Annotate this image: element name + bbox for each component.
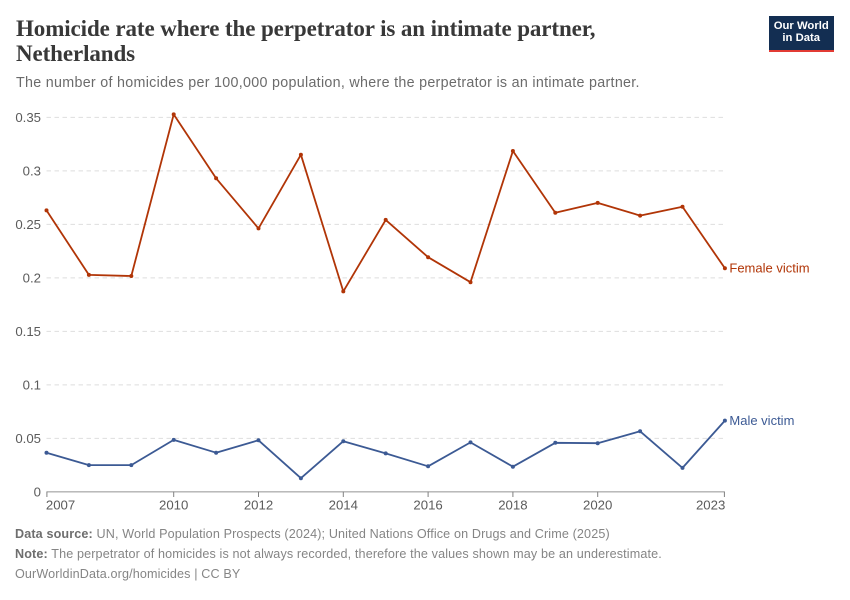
svg-text:2014: 2014 [329,498,358,513]
svg-text:0.15: 0.15 [15,324,41,339]
svg-text:2016: 2016 [413,498,442,513]
svg-text:2020: 2020 [583,498,612,513]
svg-text:0.1: 0.1 [23,378,41,393]
svg-text:0: 0 [34,485,41,500]
svg-text:Male victim: Male victim [729,413,794,428]
svg-text:2010: 2010 [159,498,188,513]
svg-text:0.2: 0.2 [23,271,41,286]
svg-text:0.25: 0.25 [15,217,41,232]
svg-text:2018: 2018 [498,498,527,513]
svg-text:2007: 2007 [46,498,75,513]
svg-text:0.3: 0.3 [23,164,41,179]
svg-text:Female victim: Female victim [729,261,809,276]
svg-text:0.35: 0.35 [15,110,41,125]
svg-text:2012: 2012 [244,498,273,513]
svg-text:2023: 2023 [696,498,725,513]
svg-text:0.05: 0.05 [15,431,41,446]
